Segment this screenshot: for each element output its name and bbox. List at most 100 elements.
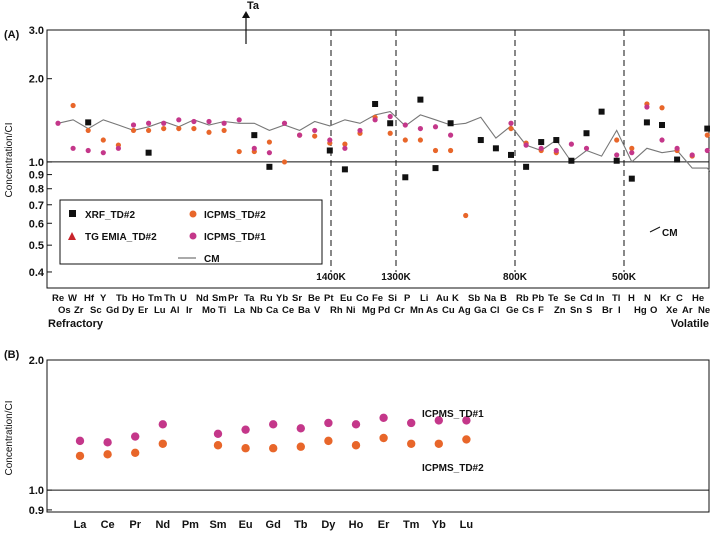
icpms-td1-point [130, 122, 137, 128]
panel-a-points [55, 96, 710, 219]
icpms-td1-point [146, 120, 152, 126]
element-bottom-label: Dy [122, 305, 135, 316]
element-top-label: C [676, 293, 683, 304]
ree-category-label: Eu [239, 519, 253, 531]
element-bottom-label: Zn [554, 305, 566, 316]
element-bottom-label: Pd [378, 305, 390, 316]
ree-td2-point [407, 439, 416, 448]
legend-icpms2-marker [189, 210, 197, 218]
icpms-td1-point [508, 120, 514, 126]
ree-td1-point [434, 416, 443, 425]
element-bottom-label: I [618, 305, 621, 316]
element-bottom-label: S [586, 305, 592, 316]
temperature-markers: 1400K 1300K 800K 500K [316, 30, 637, 283]
ree-td2-point [379, 433, 388, 443]
xrf-td2-point [326, 147, 333, 154]
icpms-td1-point [206, 118, 212, 125]
temperature-label-800K: 800K [503, 272, 528, 283]
element-top-label: P [404, 293, 411, 304]
xrf-td2-point [387, 120, 394, 127]
element-top-label: Tm [148, 293, 162, 304]
ree-category-label: Tb [294, 519, 308, 531]
temperature-label-500K: 500K [612, 272, 637, 283]
panel-b-frame [46, 359, 710, 513]
icpms-td1-point [644, 104, 650, 110]
element-bottom-label: Mo [202, 305, 216, 316]
icpms-td1-point [448, 132, 454, 138]
xrf-td2-point [659, 122, 665, 129]
icpms-td2-point [146, 127, 152, 134]
ta-annotation: Ta [247, 0, 260, 12]
icpms-td2-point [417, 137, 423, 143]
xrf-td2-point [477, 137, 484, 144]
icpms-td1-point [568, 141, 575, 147]
ree-td1-point [462, 416, 471, 425]
temperature-label-1400K: 1400K [316, 272, 346, 283]
legend-tg-label: TG EMIA_TD#2 [85, 232, 157, 243]
ree-td2-point [241, 444, 250, 453]
xrf-td2-point [492, 145, 499, 152]
ree-category-label: Lu [460, 519, 473, 531]
element-top-label: Si [388, 293, 397, 304]
a-ytick-label: 0.4 [29, 267, 45, 279]
icpms-td2-point [402, 137, 408, 143]
element-top-label: Re [52, 293, 64, 304]
panel-b-label: (B) [4, 349, 20, 361]
xrf-td2-point [523, 163, 530, 170]
ree-td1-point [379, 413, 388, 422]
ree-td2-point [131, 448, 140, 457]
icpms-td1-point [161, 120, 167, 126]
icpms-td1-point [357, 127, 363, 134]
element-top-label: Ta [244, 293, 255, 304]
element-top-label: N [644, 293, 651, 304]
element-bottom-label: Cs [522, 305, 534, 316]
ree-category-label: Tm [403, 519, 420, 531]
icpms-td2-point [432, 147, 439, 154]
element-bottom-label: Hg [634, 305, 647, 316]
ree-td2-point [296, 442, 305, 451]
element-top-label: Na [484, 293, 497, 304]
cm-curve-label-pointer [649, 226, 661, 233]
xrf-td2-point [568, 157, 575, 164]
icpms-td1-point [614, 152, 620, 158]
element-top-label: Kr [660, 293, 671, 304]
icpms-td1-point [85, 147, 91, 154]
ree-td1-point [103, 438, 112, 447]
ree-td2-point [75, 451, 85, 461]
element-top-label: Pt [324, 293, 334, 304]
a-ytick-label: 3.0 [29, 25, 44, 37]
a-ytick-label: 0.8 [29, 184, 44, 196]
icpms-td2-point [281, 159, 288, 165]
icpms-td2-point [448, 147, 454, 154]
ree-category-label: Gd [266, 519, 281, 531]
a-ytick-label: 1.0 [29, 157, 44, 169]
ree-td1-point [75, 436, 85, 446]
element-top-label: Ru [260, 293, 273, 304]
legend-xrf-label: XRF_TD#2 [85, 210, 135, 221]
icpms-td1-point [583, 145, 590, 151]
legend-xrf-marker [69, 210, 76, 217]
panel-a-y-label: Concentration/CI [4, 122, 15, 197]
a-ytick-label: 0.6 [29, 218, 44, 230]
element-top-label: Tl [612, 293, 620, 304]
icpms-td1-point [100, 150, 106, 156]
icpms-td1-point [342, 145, 348, 151]
element-bottom-label: Ca [266, 305, 279, 316]
ree-td1-point [351, 420, 361, 429]
icpms-td2-point [704, 132, 710, 138]
element-bottom-label: Sn [570, 305, 582, 316]
element-top-label: Sr [292, 293, 302, 304]
ree-td1-point [241, 425, 250, 434]
element-top-label: B [500, 293, 507, 304]
element-top-label: Th [164, 293, 176, 304]
element-top-label: Pr [228, 293, 238, 304]
element-top-label: In [596, 293, 605, 304]
icpms-td2-point [100, 137, 106, 143]
ree-td1-point [213, 429, 223, 438]
icpms-td1-point [297, 132, 303, 138]
icpms-td1-point [629, 150, 635, 156]
icpms-td1-point [327, 137, 333, 143]
icpms-td1-point [432, 124, 439, 130]
volatile-label: Volatile [671, 318, 709, 330]
element-bottom-label: Gd [106, 305, 119, 316]
